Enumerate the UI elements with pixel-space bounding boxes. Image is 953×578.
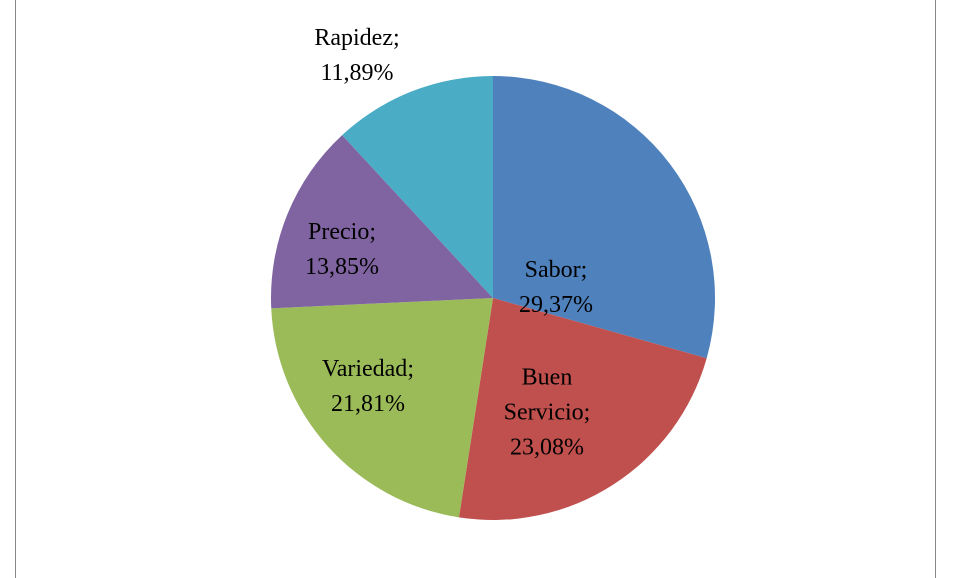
category-name: Buen Servicio bbox=[503, 364, 584, 426]
data-label: Variedad; 21,81% bbox=[306, 352, 430, 422]
value-label: 13,85% bbox=[305, 254, 379, 280]
value-label: 11,89% bbox=[320, 60, 394, 86]
separator: ; bbox=[583, 399, 591, 426]
separator: ; bbox=[369, 219, 376, 245]
category-name: Precio bbox=[308, 219, 370, 245]
value-label: 29,37% bbox=[519, 292, 593, 318]
value-label: 21,81% bbox=[331, 391, 405, 417]
pie-slice bbox=[493, 76, 715, 359]
separator: ; bbox=[392, 25, 400, 51]
data-label: Rapidez; 11,89% bbox=[295, 21, 419, 91]
separator: ; bbox=[580, 257, 588, 283]
value-label: 23,08% bbox=[510, 434, 584, 461]
category-name: Rapidez bbox=[314, 25, 393, 51]
pie-slice bbox=[271, 298, 493, 518]
pie-slice bbox=[458, 298, 707, 520]
category-name: Variedad bbox=[322, 356, 408, 382]
separator: ; bbox=[407, 356, 414, 382]
data-label: Sabor; 29,37% bbox=[494, 253, 618, 323]
data-label: Buen Servicio; 23,08% bbox=[485, 361, 609, 466]
data-label: Precio; 13,85% bbox=[280, 215, 404, 285]
pie-slice bbox=[271, 135, 493, 309]
pie-slice bbox=[342, 76, 493, 298]
category-name: Sabor bbox=[524, 257, 581, 283]
